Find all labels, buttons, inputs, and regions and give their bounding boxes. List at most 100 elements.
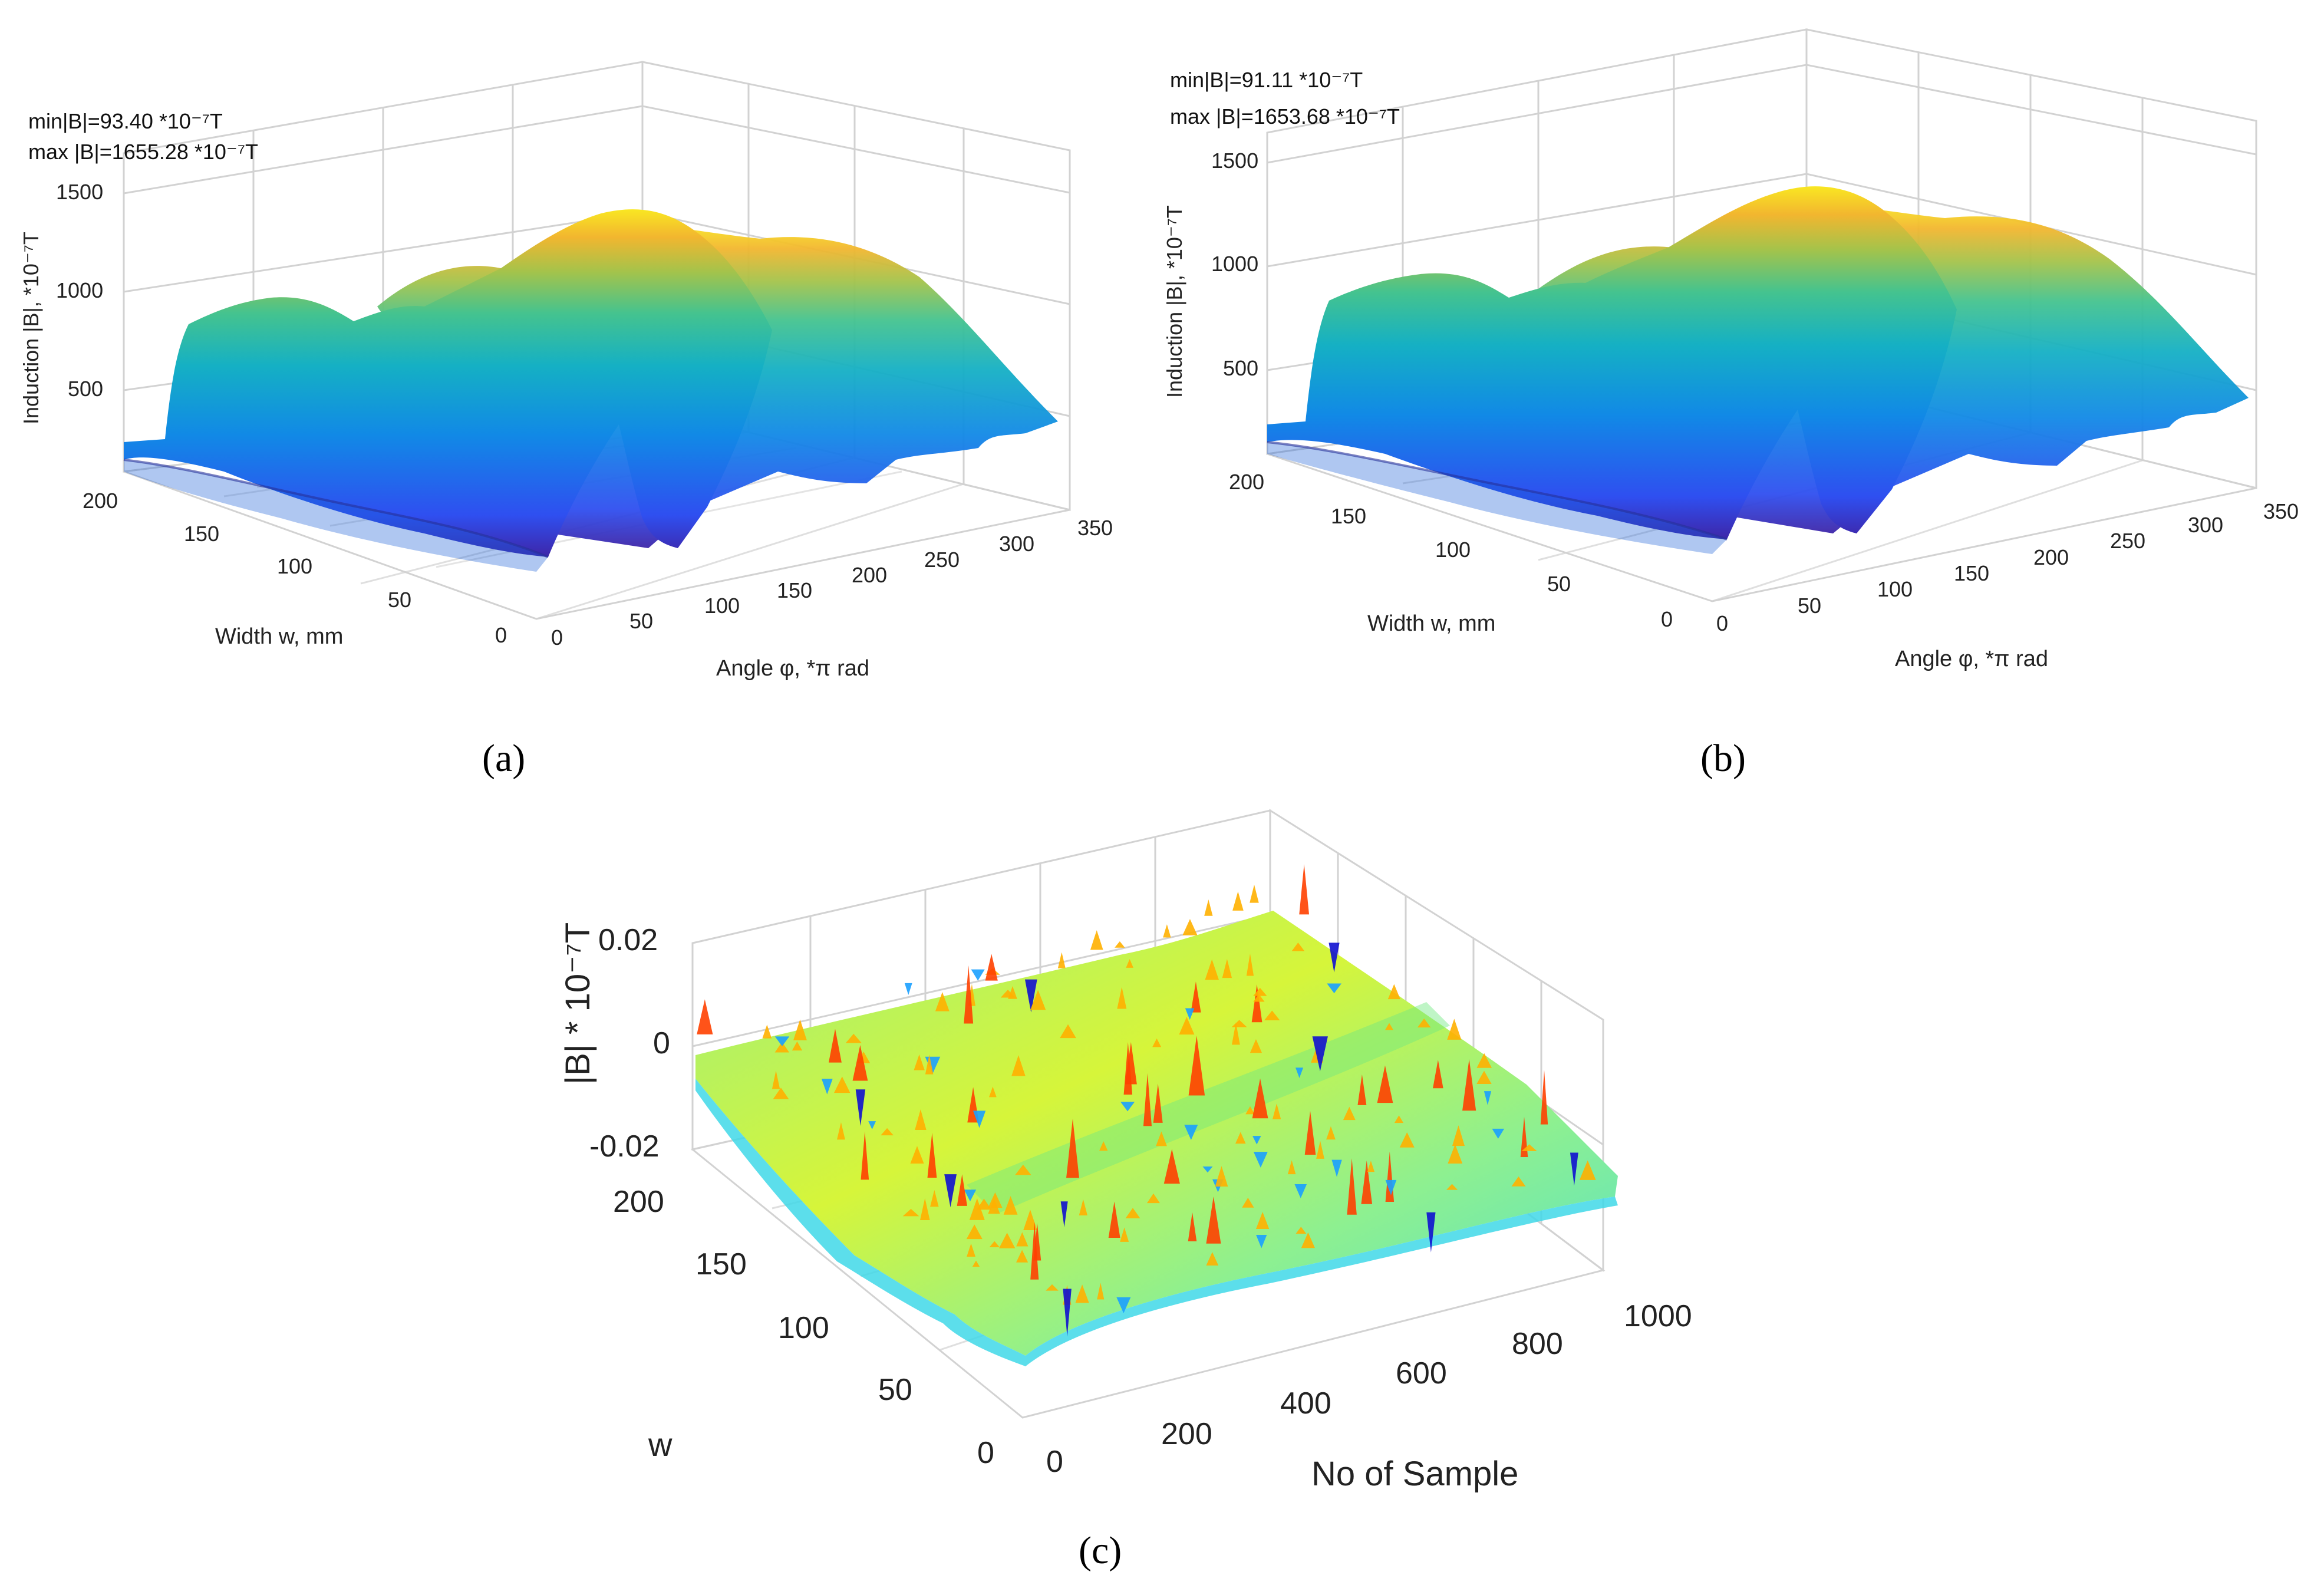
z-tick-a-1000: 1000 — [56, 278, 103, 302]
x-tick-c-800: 800 — [1512, 1327, 1563, 1361]
noise-spike — [1295, 1227, 1307, 1234]
noise-spike — [1185, 1008, 1195, 1020]
y-tick-b-0: 0 — [1661, 607, 1673, 631]
noise-spike — [1287, 1160, 1296, 1175]
noise-spike — [868, 1121, 876, 1130]
noise-spike — [998, 1233, 1016, 1248]
surface-a-front — [124, 209, 772, 557]
noise-spike — [861, 1131, 869, 1180]
z-tick-a-1500: 1500 — [56, 180, 103, 204]
panel-label-a: (a) — [482, 737, 525, 780]
x-tick-c-600: 600 — [1396, 1356, 1447, 1390]
noise-spike — [1476, 1070, 1492, 1084]
noise-spike — [1357, 1074, 1367, 1105]
noise-spike — [1347, 1158, 1357, 1215]
noise-spike — [837, 1122, 845, 1140]
noise-spike — [1399, 1132, 1415, 1148]
z-tick-b-500: 500 — [1223, 356, 1258, 380]
y-tick-b-200: 200 — [1229, 470, 1264, 494]
noise-spike — [1579, 1160, 1596, 1180]
x-tick-a-200: 200 — [852, 563, 887, 587]
x-tick-b-350: 350 — [2263, 499, 2299, 523]
surface-c — [695, 864, 1618, 1366]
y-tick-b-50: 50 — [1547, 572, 1571, 596]
noise-spike — [1235, 1132, 1246, 1144]
noise-spike — [1066, 1119, 1079, 1178]
x-tick-c-200: 200 — [1161, 1417, 1212, 1451]
noise-spike — [1484, 1091, 1492, 1105]
y-tick-a-100: 100 — [277, 554, 312, 578]
noise-spike — [1272, 1103, 1281, 1119]
noise-spike — [1099, 1141, 1108, 1151]
noise-spike — [1008, 986, 1017, 999]
noise-spike — [1251, 984, 1262, 1023]
noise-spike — [821, 1079, 833, 1095]
surface-c-body — [695, 911, 1618, 1356]
noise-spike — [1384, 1023, 1393, 1030]
noise-spike — [1304, 1111, 1316, 1155]
noise-spike — [1511, 1176, 1526, 1187]
noise-spike — [1108, 1201, 1120, 1238]
noise-spike — [944, 1174, 957, 1208]
noise-spike — [1255, 1211, 1270, 1230]
noise-spike — [988, 1192, 1003, 1208]
y-tick-a-50: 50 — [388, 588, 411, 612]
noise-spike — [1540, 1070, 1548, 1125]
noise-spike — [1331, 1159, 1342, 1177]
noise-spike — [1011, 1055, 1026, 1076]
noise-spike — [1417, 1018, 1431, 1028]
noise-spike — [925, 1055, 934, 1075]
noise-spike — [697, 999, 713, 1034]
noise-spike — [1163, 1149, 1180, 1184]
panel-a: min|B|=93.40 *10⁻⁷T max |B|=1655.28 *10⁻… — [19, 61, 1113, 780]
noise-spike — [902, 1208, 919, 1217]
surface-c-front-edge — [695, 1079, 1618, 1366]
noise-spike — [935, 991, 950, 1011]
noise-spike — [1015, 1164, 1031, 1175]
y-tick-c-200: 200 — [613, 1185, 664, 1219]
noise-spike — [1291, 943, 1305, 951]
noise-spike — [1252, 1078, 1268, 1119]
x-tick-a-100: 100 — [704, 594, 740, 618]
noise-spike — [1570, 1152, 1578, 1186]
surface-c-spikes — [697, 864, 1596, 1337]
noise-spike — [1126, 959, 1133, 968]
surface-a — [123, 209, 1058, 572]
surface-b-edge-line — [1267, 441, 1728, 541]
y-tick-c-0: 0 — [977, 1436, 994, 1470]
z-tick-b-1500: 1500 — [1211, 149, 1258, 173]
noise-spike — [988, 1198, 1000, 1214]
noise-spike — [1204, 899, 1213, 916]
noise-spike — [1206, 1196, 1221, 1244]
z-tick-b-1000: 1000 — [1211, 252, 1258, 276]
noise-spike — [910, 1146, 924, 1164]
noise-spike — [773, 1088, 789, 1099]
surface-a-front-ridge-shade — [124, 460, 548, 572]
x-tick-b-100: 100 — [1877, 577, 1913, 601]
y-tick-c-100: 100 — [778, 1311, 829, 1345]
x-tick-c-1000: 1000 — [1624, 1299, 1692, 1333]
noise-spike — [967, 1243, 975, 1257]
noise-spike — [989, 1241, 1000, 1247]
noise-spike — [964, 965, 974, 1024]
noise-spike — [1202, 1166, 1213, 1173]
noise-spike — [1079, 1199, 1087, 1216]
noise-spike — [793, 1019, 807, 1040]
noise-spike — [1312, 1036, 1328, 1072]
noise-spike — [1343, 1106, 1356, 1121]
noise-spike — [972, 1260, 980, 1267]
x-tick-b-250: 250 — [2110, 529, 2145, 553]
noise-spike — [1016, 1232, 1029, 1247]
noise-spike — [1253, 994, 1265, 1002]
noise-spike — [1115, 941, 1125, 948]
noise-spike — [976, 1198, 992, 1210]
noise-spike — [1387, 984, 1400, 1000]
noise-spike — [1117, 987, 1127, 1009]
noise-spike — [1120, 1102, 1135, 1112]
noise-spike — [1143, 1073, 1152, 1126]
noise-spike — [792, 1041, 803, 1051]
annotation-a-max: max |B|=1655.28 *10⁻⁷T — [28, 140, 258, 164]
x-tick-b-300: 300 — [2188, 513, 2223, 537]
noise-spike — [1231, 1022, 1240, 1045]
